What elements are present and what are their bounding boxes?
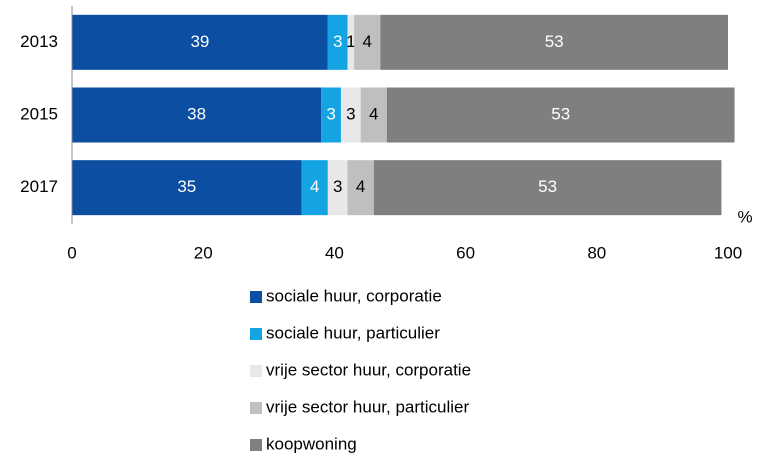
x-tick-label: 80 [587, 243, 606, 262]
x-tick-label: 20 [194, 243, 213, 262]
legend-label: sociale huur, corporatie [266, 286, 442, 305]
legend-swatch [250, 365, 262, 377]
value-label: 39 [190, 32, 209, 51]
bar-segment [72, 160, 302, 216]
bar-segment [327, 14, 348, 70]
y-tick-label: 2013 [20, 32, 58, 51]
value-label: 3 [346, 104, 355, 123]
bar-segment [72, 87, 322, 143]
bar-segment [327, 160, 348, 216]
x-tick-label: 40 [325, 243, 344, 262]
value-label: 53 [551, 104, 570, 123]
value-label: 53 [538, 177, 557, 196]
bar-segment [72, 14, 328, 70]
y-tick-label: 2017 [20, 177, 58, 196]
bar-segment [373, 160, 722, 216]
legend-label: vrije sector huur, corporatie [266, 360, 471, 379]
value-label: 1 [346, 32, 355, 51]
bar-segment [360, 87, 387, 143]
value-label: 35 [177, 177, 196, 196]
value-label: 4 [369, 104, 378, 123]
value-label: 3 [333, 177, 342, 196]
bar-segment [340, 87, 361, 143]
bar-segment [354, 14, 381, 70]
bar-segment [380, 14, 728, 70]
bar-segment [321, 87, 341, 143]
legend-label: sociale huur, particulier [266, 323, 440, 342]
value-label: 3 [333, 32, 342, 51]
value-label: 4 [362, 32, 371, 51]
bar-segment [347, 160, 374, 216]
legend-label: koopwoning [266, 434, 357, 453]
value-label: 38 [187, 104, 206, 123]
x-tick-label: 100 [714, 243, 742, 262]
x-axis-label: % [737, 207, 752, 226]
bar-segment [386, 87, 735, 143]
legend-swatch [250, 402, 262, 414]
value-label: 4 [310, 177, 319, 196]
x-tick-label: 60 [456, 243, 475, 262]
bar-segment [301, 160, 328, 216]
value-label: 3 [326, 104, 335, 123]
legend-swatch [250, 328, 262, 340]
legend-label: vrije sector huur, particulier [266, 397, 469, 416]
bar-segment [347, 14, 355, 70]
x-tick-label: 0 [67, 243, 76, 262]
legend-swatch [250, 439, 262, 451]
legend-swatch [250, 291, 262, 303]
value-label: 53 [545, 32, 564, 51]
y-tick-label: 2015 [20, 104, 58, 123]
value-label: 4 [356, 177, 365, 196]
